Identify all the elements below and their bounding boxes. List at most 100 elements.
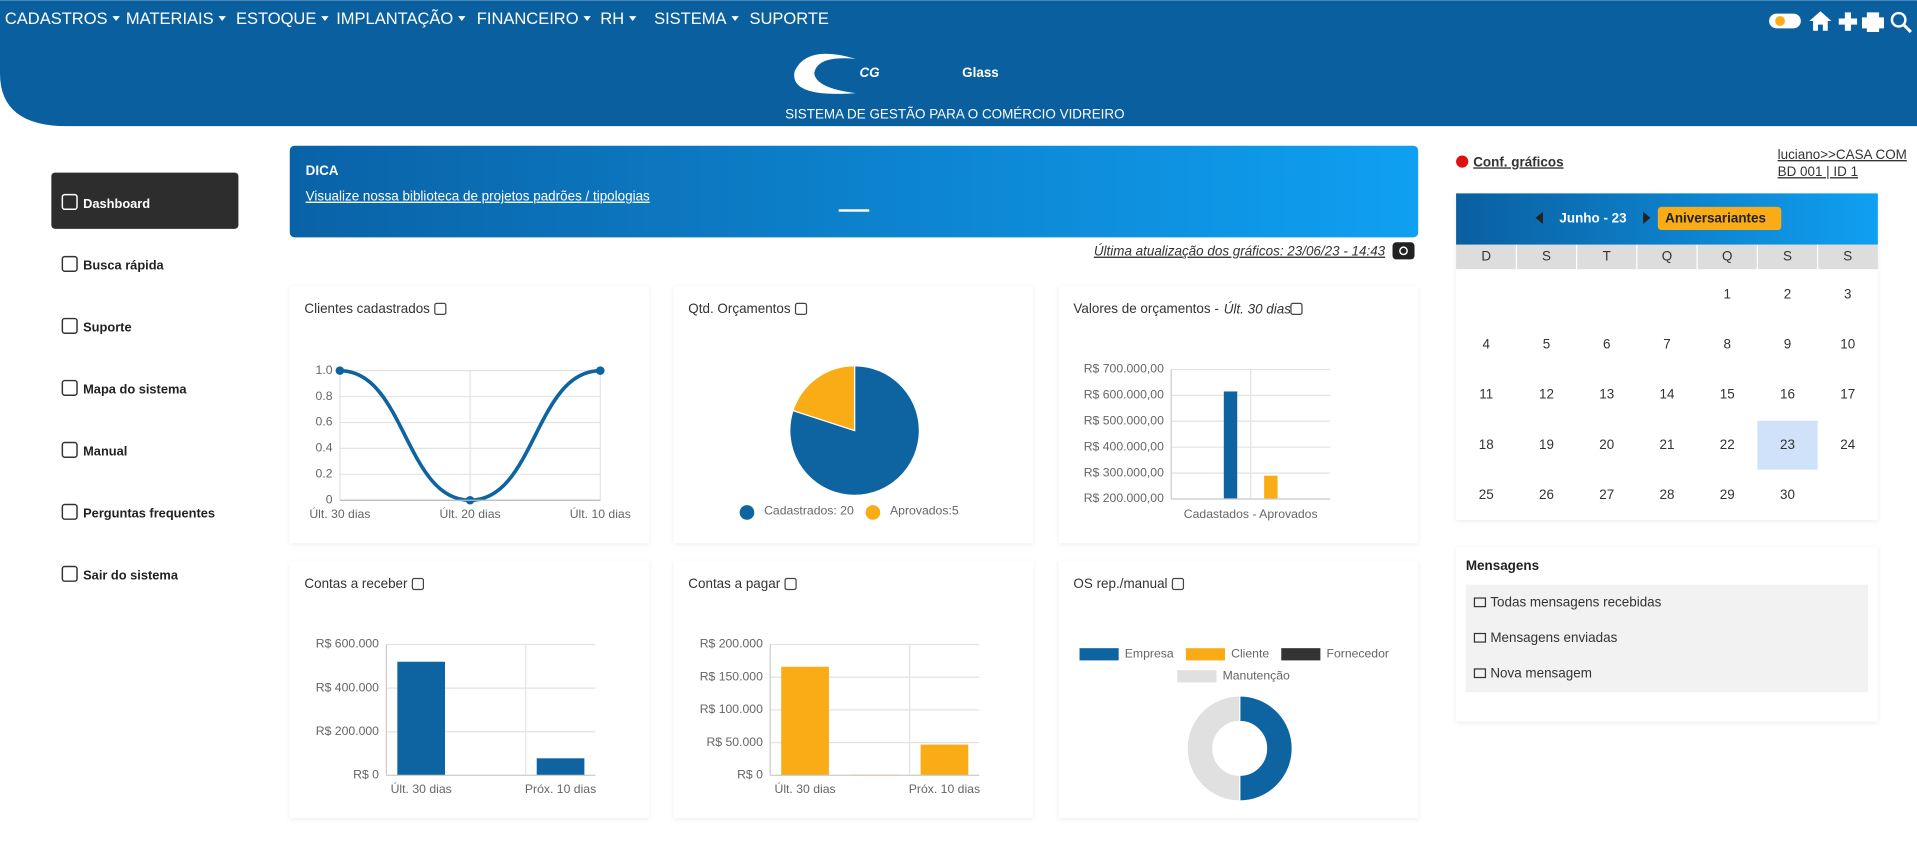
chart-title: Contas a receber (304, 576, 408, 591)
day[interactable]: 12 (1539, 387, 1554, 402)
chart-title-icon (411, 577, 425, 591)
x-tick-label: Últ. 20 dias (440, 506, 501, 521)
search-handle (1902, 23, 1912, 34)
sidebar-item[interactable]: Sair do sistema (83, 568, 179, 583)
birthdays-button[interactable] (1657, 206, 1782, 231)
y-tick-label: R$ 0 (353, 768, 379, 782)
day[interactable]: 10 (1840, 337, 1855, 352)
header-bar (0, 0, 1917, 127)
day[interactable]: 4 (1482, 337, 1490, 352)
logo-tagline: SISTEMA DE GESTÃO PARA O COMÉRCIO VIDREI… (785, 107, 1124, 122)
day[interactable]: 3 (1844, 286, 1851, 301)
logo-mark: CG (859, 65, 880, 80)
menu-item[interactable]: ESTOQUE (236, 10, 316, 28)
y-tick-label: R$ 700.000,00 (1084, 362, 1164, 376)
sidebar-icon (61, 441, 78, 458)
chart-title-icon (434, 302, 447, 316)
logo-name: Glass (962, 65, 999, 80)
legend-label: Empresa (1125, 647, 1174, 661)
search-icon[interactable] (1890, 11, 1907, 28)
y-tick-label: 0.4 (316, 441, 333, 455)
legend-swatch (739, 505, 755, 520)
bar (536, 758, 585, 776)
day[interactable]: 20 (1599, 437, 1614, 452)
user-info[interactable]: luciano>>CASA COM (1778, 147, 1907, 162)
message-item[interactable]: Mensagens enviadas (1490, 630, 1617, 645)
bar (1264, 475, 1278, 500)
chart-card (673, 561, 1034, 819)
message-item[interactable]: Nova mensagem (1490, 665, 1592, 680)
day[interactable]: 14 (1660, 387, 1675, 402)
x-tick-label: Próx. 10 dias (909, 782, 980, 796)
y-tick-label: R$ 50.000 (706, 735, 763, 749)
y-tick-label: R$ 300.000,00 (1084, 465, 1164, 479)
menu-item[interactable]: SISTEMA (654, 10, 726, 28)
menu-item[interactable]: RH (600, 10, 624, 28)
day[interactable]: 7 (1663, 337, 1670, 352)
bar (397, 661, 446, 776)
y-tick-label: 0.2 (316, 467, 333, 481)
menu-item[interactable]: MATERIAIS (126, 10, 214, 28)
day[interactable]: 13 (1599, 387, 1614, 402)
db-info[interactable]: BD 001 | ID 1 (1778, 164, 1858, 179)
y-tick-label: R$ 100.000 (700, 702, 763, 716)
prev-month[interactable] (1535, 211, 1543, 224)
sidebar-item[interactable]: Busca rápida (83, 258, 164, 273)
y-tick-label: R$ 0 (737, 768, 763, 782)
day[interactable]: 1 (1723, 286, 1730, 301)
plus-icon[interactable] (1838, 12, 1858, 31)
day[interactable]: 22 (1720, 437, 1735, 452)
day[interactable]: 18 (1479, 437, 1494, 452)
menu-caret (112, 16, 120, 21)
day[interactable]: 26 (1539, 487, 1554, 502)
next-month[interactable] (1643, 211, 1651, 224)
day[interactable]: 5 (1543, 337, 1550, 352)
selected-day (1757, 420, 1818, 470)
slice (1239, 695, 1293, 802)
message-icon (1473, 668, 1487, 679)
sidebar-item[interactable]: Suporte (83, 320, 131, 335)
day[interactable]: 17 (1840, 387, 1855, 402)
day[interactable]: 16 (1780, 387, 1795, 402)
slice (789, 365, 920, 496)
refresh-button[interactable] (1392, 242, 1415, 260)
day[interactable]: 27 (1599, 487, 1614, 502)
message-item[interactable]: Todas mensagens recebidas (1490, 594, 1661, 609)
weekday: Q (1662, 248, 1672, 263)
sidebar-item[interactable]: Dashboard (83, 196, 150, 211)
day[interactable]: 9 (1784, 337, 1791, 352)
day[interactable]: 19 (1539, 437, 1554, 452)
weekday: S (1783, 248, 1792, 263)
y-tick-label: 0.6 (316, 415, 333, 429)
settings-link[interactable]: Conf. gráficos (1473, 154, 1563, 169)
bar (1223, 391, 1238, 500)
day[interactable]: 25 (1479, 487, 1494, 502)
menu-item[interactable]: CADASTROS (5, 10, 108, 28)
menu-item[interactable]: SUPORTE (749, 10, 828, 28)
day[interactable]: 28 (1660, 487, 1675, 502)
tip-link[interactable]: Visualize nossa biblioteca de projetos p… (306, 189, 650, 204)
sidebar-item[interactable]: Manual (83, 444, 127, 459)
message-icon (1473, 597, 1487, 608)
sidebar-item[interactable]: Mapa do sistema (83, 382, 187, 397)
menu-item[interactable]: FINANCEIRO (477, 10, 579, 28)
sidebar-icon (61, 193, 78, 211)
day[interactable]: 8 (1723, 337, 1730, 352)
legend-label: Cliente (1231, 647, 1269, 661)
chart-title-icon (1290, 302, 1303, 316)
day[interactable]: 24 (1840, 437, 1855, 452)
day[interactable]: 15 (1720, 387, 1735, 402)
sidebar-icon (61, 379, 78, 396)
line-point (596, 366, 605, 375)
x-tick-label: Últ. 30 dias (309, 506, 370, 521)
print-icon[interactable] (1861, 12, 1884, 32)
day[interactable]: 2 (1784, 286, 1791, 301)
day[interactable]: 21 (1660, 437, 1675, 452)
menu-item[interactable]: IMPLANTAÇÃO (336, 8, 453, 28)
day[interactable]: 11 (1479, 387, 1493, 402)
day[interactable]: 6 (1603, 337, 1610, 352)
sidebar-item[interactable]: Perguntas frequentes (83, 506, 215, 521)
day[interactable]: 29 (1720, 487, 1735, 502)
day[interactable]: 23 (1780, 437, 1795, 452)
day[interactable]: 30 (1780, 487, 1795, 502)
